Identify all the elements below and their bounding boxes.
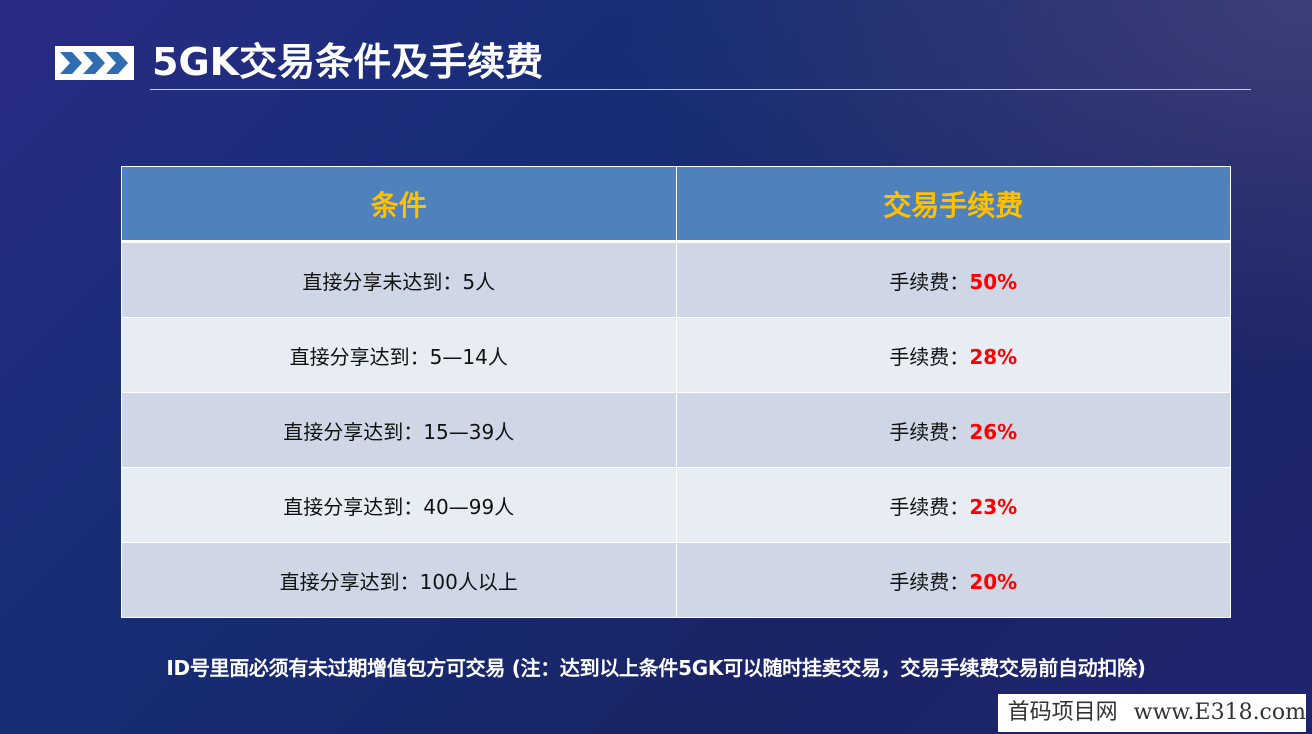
title-divider [150, 89, 1251, 90]
fee-value: 50% [969, 269, 1018, 294]
condition-cell: 直接分享达到：15—39人 [121, 392, 677, 468]
condition-cell: 直接分享达到：40—99人 [121, 467, 677, 543]
header-condition: 条件 [121, 166, 677, 243]
fee-value: 26% [969, 419, 1018, 444]
watermark-url: www.E318.com [1133, 700, 1306, 725]
fee-cell: 手续费：28% [675, 317, 1231, 393]
fee-cell: 手续费：20% [675, 542, 1231, 618]
fee-cell: 手续费：50% [675, 241, 1231, 318]
table-row: 直接分享达到：40—99人 手续费：23% [121, 467, 1231, 543]
fee-label: 手续费： [889, 494, 970, 519]
watermark: 首码项目网 www.E318.com [997, 694, 1306, 732]
footnote: ID号里面必须有未过期增值包方可交易 (注：达到以上条件5GK可以随时挂卖交易，… [166, 656, 1146, 680]
table-row: 直接分享达到：100人以上 手续费：20% [121, 542, 1231, 618]
fee-cell: 手续费：26% [675, 392, 1231, 468]
triple-chevron-right-icon [55, 46, 134, 80]
fee-label: 手续费： [889, 344, 970, 369]
fee-table: 条件 交易手续费 直接分享未达到：5人 手续费：50% 直接分享达到：5—14人… [121, 166, 1231, 618]
fee-value: 20% [969, 569, 1018, 594]
header-fee: 交易手续费 [675, 166, 1231, 243]
condition-cell: 直接分享达到：5—14人 [121, 317, 677, 393]
fee-label: 手续费： [889, 269, 970, 294]
fee-label: 手续费： [889, 419, 970, 444]
table-header-row: 条件 交易手续费 [121, 166, 1231, 243]
table-row: 直接分享达到：5—14人 手续费：28% [121, 317, 1231, 393]
table-row: 直接分享未达到：5人 手续费：50% [121, 241, 1231, 318]
fee-value: 23% [969, 494, 1018, 519]
table-row: 直接分享达到：15—39人 手续费：26% [121, 392, 1231, 468]
fee-cell: 手续费：23% [675, 467, 1231, 543]
fee-value: 28% [969, 344, 1018, 369]
watermark-site-name: 首码项目网 [1007, 700, 1118, 725]
fee-label: 手续费： [889, 569, 970, 594]
condition-cell: 直接分享达到：100人以上 [121, 542, 677, 618]
condition-cell: 直接分享未达到：5人 [121, 241, 677, 318]
page-title: 5GK交易条件及手续费 [152, 40, 544, 84]
